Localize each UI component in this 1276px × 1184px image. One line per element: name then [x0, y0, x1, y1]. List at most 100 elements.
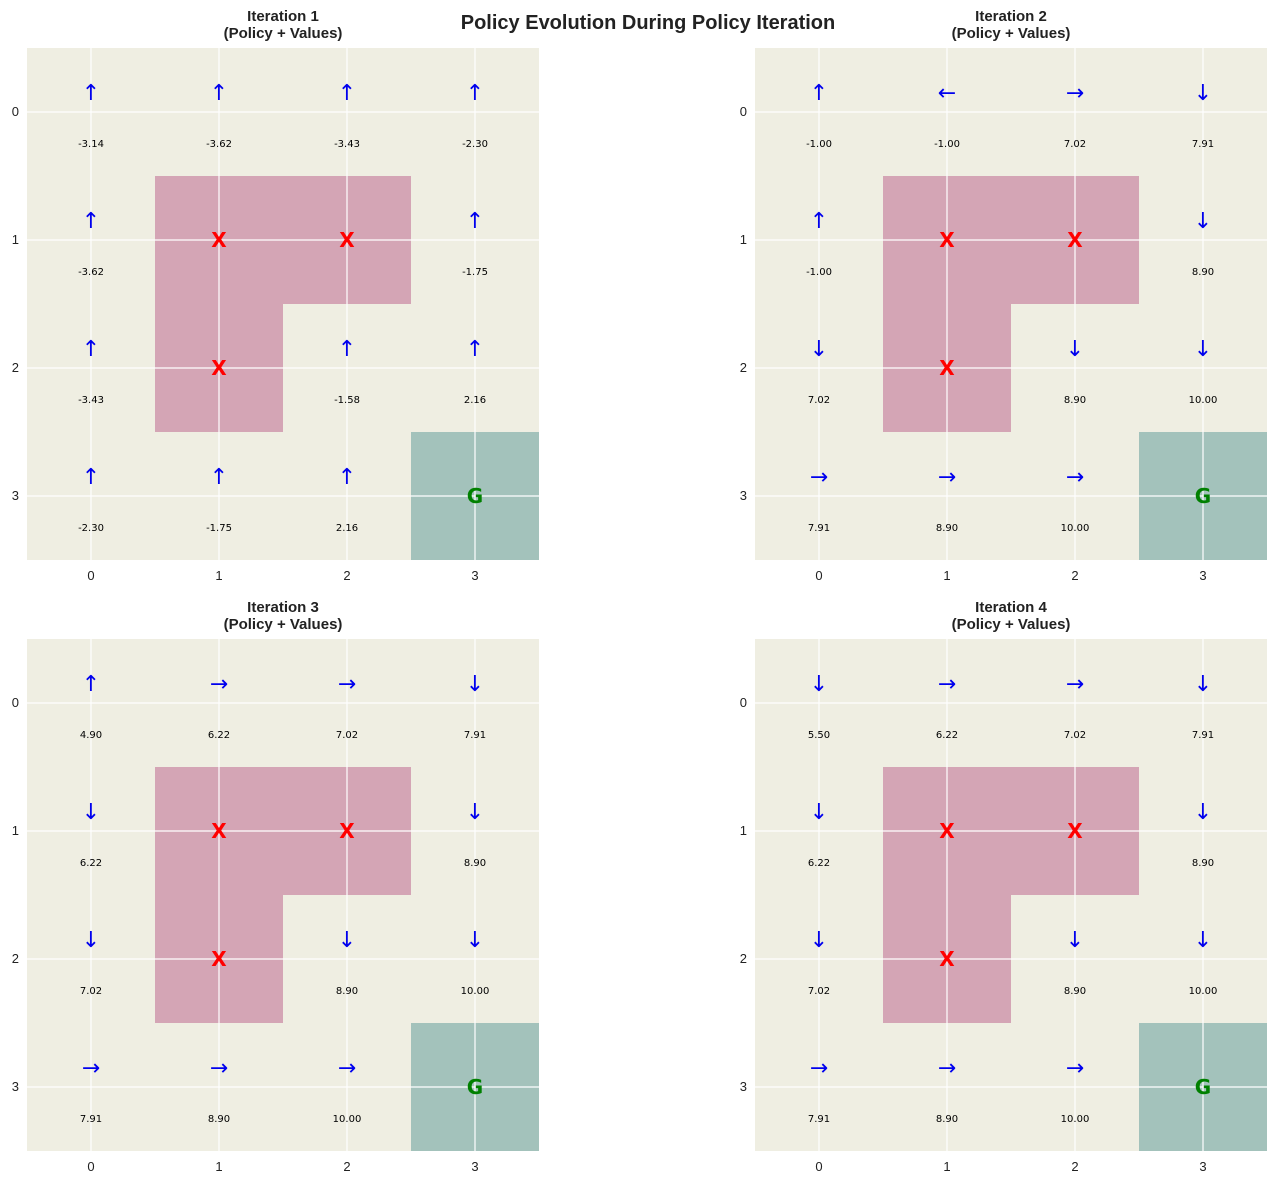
state-value-label: 7.91: [1192, 730, 1214, 741]
state-value-label: 10.00: [333, 1114, 362, 1125]
policy-arrow: →: [210, 1056, 228, 1081]
policy-arrow: ↑: [82, 209, 100, 234]
y-tick-label: 3: [739, 1079, 747, 1094]
goal-mark: G: [467, 484, 483, 508]
obstacle-mark: X: [939, 819, 955, 843]
x-tick-label: 3: [1199, 1159, 1207, 1174]
x-tick-label: 1: [215, 568, 223, 583]
policy-arrow: →: [938, 465, 956, 490]
policy-arrow: →: [810, 1056, 828, 1081]
y-tick-label: 2: [11, 360, 19, 375]
goal-mark: G: [1195, 1075, 1211, 1099]
policy-arrow: ↓: [466, 928, 484, 953]
x-tick-label: 1: [943, 568, 951, 583]
policy-arrow: →: [1066, 672, 1084, 697]
obstacle-mark: X: [211, 819, 227, 843]
state-value-label: 8.90: [208, 1114, 230, 1125]
policy-arrow: ↓: [810, 337, 828, 362]
y-tick-label: 1: [739, 823, 747, 838]
panel-title: Iteration 3 (Policy + Values): [27, 599, 539, 633]
x-tick-label: 2: [1071, 568, 1079, 583]
panel-subtitle-line: (Policy + Values): [223, 616, 343, 633]
grid-heatmap: ↑ -1.00 ← -1.00 → 7.02 ↓ 7.91 ↑ -1.00 X X ↓ 8.90 ↓ 7.02…: [755, 48, 1267, 560]
state-value-label: 2.16: [336, 523, 358, 534]
panel-title-line: Iteration 1: [247, 8, 319, 25]
y-tick-label: 1: [739, 232, 747, 247]
policy-arrow: →: [338, 1056, 356, 1081]
state-value-label: 7.02: [808, 395, 830, 406]
policy-arrow: →: [1066, 81, 1084, 106]
policy-arrow: ↓: [82, 928, 100, 953]
policy-arrow: ↑: [338, 465, 356, 490]
state-value-label: 2.16: [464, 395, 486, 406]
policy-arrow: ↑: [82, 465, 100, 490]
y-tick-label: 3: [11, 488, 19, 503]
state-value-label: -1.75: [462, 267, 488, 278]
policy-arrow: →: [1066, 1056, 1084, 1081]
x-tick-label: 0: [87, 568, 95, 583]
obstacle-mark: X: [339, 819, 355, 843]
obstacle-mark: X: [339, 228, 355, 252]
y-tick-label: 0: [11, 104, 19, 119]
policy-arrow: ↓: [810, 672, 828, 697]
state-value-label: 10.00: [1189, 395, 1218, 406]
obstacle-mark: X: [939, 356, 955, 380]
policy-arrow: →: [210, 672, 228, 697]
panel-subtitle-line: (Policy + Values): [951, 616, 1071, 633]
panel-title-line: Iteration 3: [247, 599, 319, 616]
state-value-label: -1.00: [806, 139, 832, 150]
state-value-label: 7.02: [808, 986, 830, 997]
policy-arrow: →: [938, 1056, 956, 1081]
policy-arrow: ↓: [1066, 337, 1084, 362]
x-tick-label: 1: [943, 1159, 951, 1174]
panel-title-line: Iteration 4: [975, 599, 1047, 616]
state-value-label: -1.00: [934, 139, 960, 150]
y-tick-label: 0: [11, 695, 19, 710]
y-tick-label: 2: [739, 951, 747, 966]
state-value-label: 10.00: [1189, 986, 1218, 997]
state-value-label: 6.22: [936, 730, 958, 741]
policy-arrow: ↑: [210, 81, 228, 106]
x-tick-label: 2: [1071, 1159, 1079, 1174]
policy-arrow: ↑: [466, 209, 484, 234]
panel-title: Iteration 2 (Policy + Values): [755, 8, 1267, 42]
state-value-label: -3.14: [78, 139, 104, 150]
policy-arrow: ↓: [338, 928, 356, 953]
y-tick-label: 0: [739, 104, 747, 119]
x-tick-label: 3: [471, 568, 479, 583]
policy-arrow: ↑: [82, 337, 100, 362]
policy-arrow: →: [938, 672, 956, 697]
policy-arrow: ↓: [810, 800, 828, 825]
policy-arrow: ↑: [810, 81, 828, 106]
policy-arrow: ↑: [82, 672, 100, 697]
y-tick-label: 1: [11, 232, 19, 247]
state-value-label: 7.91: [464, 730, 486, 741]
x-tick-label: 2: [343, 1159, 351, 1174]
state-value-label: 8.90: [1192, 858, 1214, 869]
policy-arrow: ↓: [1194, 800, 1212, 825]
policy-arrow: ←: [938, 81, 956, 106]
state-value-label: 5.50: [808, 730, 830, 741]
panel-title-line: Iteration 2: [975, 8, 1047, 25]
goal-mark: G: [1195, 484, 1211, 508]
obstacle-mark: X: [939, 947, 955, 971]
state-value-label: 8.90: [936, 523, 958, 534]
state-value-label: 7.02: [1064, 730, 1086, 741]
figure-title: Policy Evolution During Policy Iteration: [460, 12, 836, 34]
x-tick-label: 1: [215, 1159, 223, 1174]
obstacle-mark: X: [211, 228, 227, 252]
policy-arrow: ↑: [82, 81, 100, 106]
y-tick-label: 2: [11, 951, 19, 966]
state-value-label: 7.02: [336, 730, 358, 741]
state-value-label: 4.90: [80, 730, 102, 741]
state-value-label: -3.62: [78, 267, 104, 278]
state-value-label: 8.90: [336, 986, 358, 997]
policy-arrow: ↑: [338, 81, 356, 106]
x-tick-label: 3: [471, 1159, 479, 1174]
panel-subtitle-line: (Policy + Values): [951, 25, 1071, 42]
obstacle-mark: X: [211, 356, 227, 380]
y-tick-label: 3: [739, 488, 747, 503]
x-tick-label: 0: [815, 568, 823, 583]
obstacle-mark: X: [1067, 819, 1083, 843]
obstacle-mark: X: [1067, 228, 1083, 252]
